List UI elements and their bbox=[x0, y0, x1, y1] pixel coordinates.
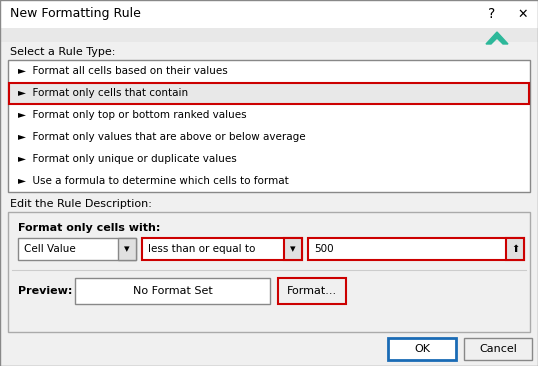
Text: less than or equal to: less than or equal to bbox=[148, 244, 256, 254]
FancyBboxPatch shape bbox=[284, 238, 302, 260]
Polygon shape bbox=[486, 32, 508, 44]
FancyBboxPatch shape bbox=[142, 238, 302, 260]
FancyBboxPatch shape bbox=[506, 238, 524, 260]
FancyBboxPatch shape bbox=[9, 83, 529, 104]
Text: OK: OK bbox=[414, 344, 430, 354]
Text: ?: ? bbox=[489, 7, 495, 21]
Text: ⬆: ⬆ bbox=[511, 244, 519, 254]
Text: Select a Rule Type:: Select a Rule Type: bbox=[10, 47, 115, 57]
FancyBboxPatch shape bbox=[8, 60, 530, 192]
Text: ▾: ▾ bbox=[290, 244, 296, 254]
FancyBboxPatch shape bbox=[18, 238, 136, 260]
Text: Edit the Rule Description:: Edit the Rule Description: bbox=[10, 199, 152, 209]
Text: ►  Format only top or bottom ranked values: ► Format only top or bottom ranked value… bbox=[18, 110, 246, 120]
FancyBboxPatch shape bbox=[388, 338, 456, 360]
FancyBboxPatch shape bbox=[0, 0, 538, 28]
Text: 500: 500 bbox=[314, 244, 334, 254]
FancyBboxPatch shape bbox=[464, 338, 532, 360]
FancyBboxPatch shape bbox=[8, 212, 530, 332]
Text: Cell Value: Cell Value bbox=[24, 244, 76, 254]
Text: ►  Format only values that are above or below average: ► Format only values that are above or b… bbox=[18, 132, 306, 142]
Text: ►  Format only unique or duplicate values: ► Format only unique or duplicate values bbox=[18, 154, 237, 164]
Text: Format...: Format... bbox=[287, 286, 337, 296]
Text: Format only cells with:: Format only cells with: bbox=[18, 223, 160, 233]
Text: Cancel: Cancel bbox=[479, 344, 517, 354]
Text: Preview:: Preview: bbox=[18, 286, 73, 296]
FancyBboxPatch shape bbox=[118, 238, 136, 260]
FancyBboxPatch shape bbox=[0, 28, 538, 42]
Text: ►  Format all cells based on their values: ► Format all cells based on their values bbox=[18, 66, 228, 76]
FancyBboxPatch shape bbox=[308, 238, 524, 260]
Text: ►  Format only cells that contain: ► Format only cells that contain bbox=[18, 88, 188, 98]
Text: New Formatting Rule: New Formatting Rule bbox=[10, 7, 141, 20]
Text: ▾: ▾ bbox=[124, 244, 130, 254]
FancyBboxPatch shape bbox=[75, 278, 270, 304]
Text: No Format Set: No Format Set bbox=[133, 286, 213, 296]
FancyBboxPatch shape bbox=[278, 278, 346, 304]
Text: ✕: ✕ bbox=[518, 7, 528, 20]
Text: ►  Use a formula to determine which cells to format: ► Use a formula to determine which cells… bbox=[18, 176, 289, 186]
